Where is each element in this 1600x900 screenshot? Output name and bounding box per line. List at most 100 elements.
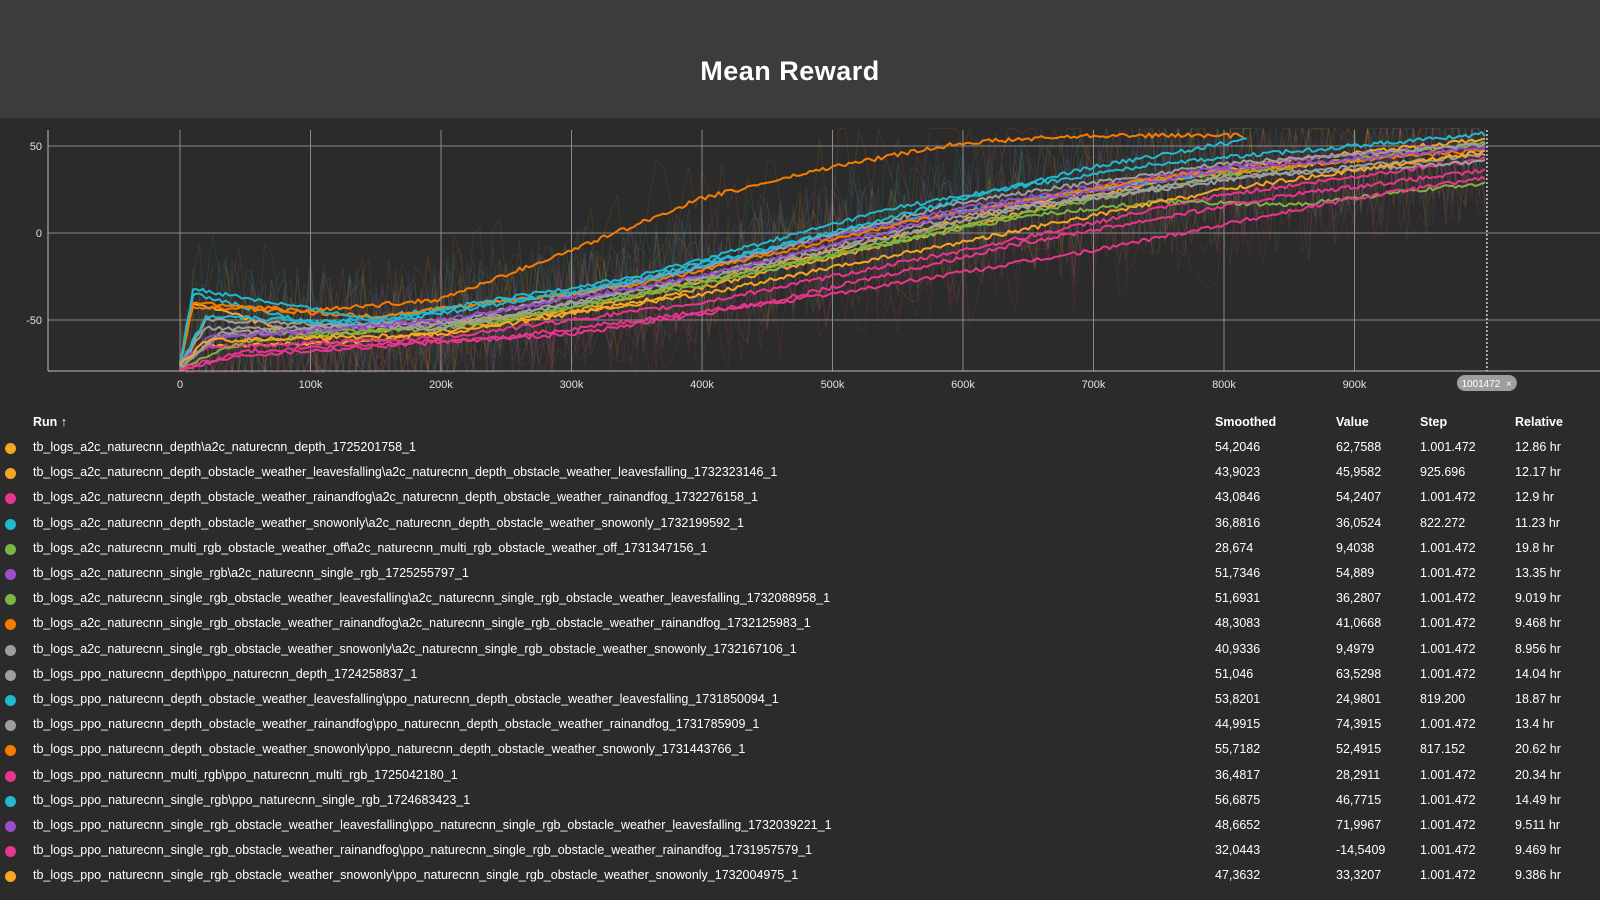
raw-value: 9,4038 xyxy=(1336,540,1375,555)
raw-value: 62,7588 xyxy=(1336,440,1382,454)
reward-line-chart[interactable]: 50 0 -50 0 100k 200k 300k 400k 500k 600k 700k 800k 9… xyxy=(0,118,1600,403)
table-row[interactable]: tb_logs_a2c_naturecnn_single_rgb_obstacl… xyxy=(0,588,1600,613)
header-bar: Mean Reward xyxy=(0,0,1600,118)
series-color-dot xyxy=(5,569,16,580)
table-row[interactable]: tb_logs_ppo_naturecnn_single_rgb\ppo_nat… xyxy=(0,790,1600,815)
step-value: 1.001.472 xyxy=(1420,490,1476,505)
raw-series-trace xyxy=(179,155,1486,373)
header-step[interactable]: Step xyxy=(1420,415,1448,429)
series-line-17[interactable] xyxy=(179,149,1486,366)
x-tick-label: 500k xyxy=(821,379,845,391)
run-name: tb_logs_ppo_naturecnn_depth\ppo_naturecn… xyxy=(33,666,418,681)
step-value: 1.001.472 xyxy=(1420,717,1476,732)
raw-series-trace xyxy=(179,126,1244,371)
raw-series-trace xyxy=(179,127,1486,373)
series-color-dot xyxy=(5,770,16,782)
cursor-badge[interactable] xyxy=(1456,375,1517,391)
relative-time: 12.86 hr xyxy=(1515,440,1561,454)
close-icon[interactable]: × xyxy=(1506,379,1512,390)
smoothed-value: 43,9023 xyxy=(1215,465,1261,480)
table-row[interactable]: tb_logs_a2c_naturecnn_depth_obstacle_wea… xyxy=(0,462,1600,487)
step-value: 1.001.472 xyxy=(1420,843,1476,858)
table-row[interactable]: tb_logs_ppo_naturecnn_single_rgb_obstacl… xyxy=(0,865,1600,890)
step-value: 1.001.472 xyxy=(1420,767,1476,782)
table-row[interactable]: tb_logs_a2c_naturecnn_depth\a2c_naturecn… xyxy=(0,437,1600,462)
step-cursor[interactable]: 1001472 × xyxy=(1456,130,1517,391)
step-value: 1.001.472 xyxy=(1420,792,1476,807)
step-value: 822.272 xyxy=(1420,515,1466,530)
table-row[interactable]: tb_logs_ppo_naturecnn_single_rgb_obstacl… xyxy=(0,840,1600,865)
raw-value: 41,0668 xyxy=(1336,616,1382,631)
table-row[interactable]: tb_logs_ppo_naturecnn_depth\ppo_naturecn… xyxy=(0,664,1600,689)
table-row[interactable]: tb_logs_ppo_naturecnn_multi_rgb\ppo_natu… xyxy=(0,765,1600,790)
run-name: tb_logs_ppo_naturecnn_multi_rgb\ppo_natu… xyxy=(33,767,458,782)
series-line-6[interactable] xyxy=(179,141,1486,370)
series-color-dot xyxy=(5,543,16,555)
header-value[interactable]: Value xyxy=(1336,415,1369,429)
smoothed-value: 56,6875 xyxy=(1215,792,1261,807)
raw-series-trace xyxy=(179,126,1486,375)
table-row[interactable]: tb_logs_a2c_naturecnn_single_rgb\a2c_nat… xyxy=(0,563,1600,588)
series-color-dot xyxy=(5,493,16,505)
step-value: 1.001.472 xyxy=(1420,641,1476,656)
table-row[interactable]: tb_logs_ppo_naturecnn_single_rgb_obstacl… xyxy=(0,815,1600,840)
table-row[interactable]: tb_logs_a2c_naturecnn_single_rgb_obstacl… xyxy=(0,613,1600,638)
table-row[interactable]: tb_logs_a2c_naturecnn_depth_obstacle_wea… xyxy=(0,487,1600,512)
series-color-dot xyxy=(5,695,16,706)
step-value: 1.001.472 xyxy=(1420,666,1476,681)
run-name: tb_logs_ppo_naturecnn_single_rgb_obstacl… xyxy=(33,868,799,883)
header-run[interactable]: Run ↑ xyxy=(33,415,68,429)
table-row[interactable]: tb_logs_a2c_naturecnn_multi_rgb_obstacle… xyxy=(0,538,1600,563)
series-color-dot xyxy=(5,468,16,480)
smoothed-value: 43,0846 xyxy=(1215,490,1261,505)
step-value: 1.001.472 xyxy=(1420,868,1476,883)
relative-time: 9.469 hr xyxy=(1515,843,1561,858)
step-value: 925.696 xyxy=(1420,465,1466,480)
step-value: 817.152 xyxy=(1420,742,1466,757)
x-tick-label: 400k xyxy=(690,379,714,391)
x-tick-label: 300k xyxy=(560,379,584,391)
series-line-16[interactable] xyxy=(179,175,1486,372)
relative-time: 12.17 hr xyxy=(1515,465,1561,480)
raw-value: 46,7715 xyxy=(1336,792,1382,807)
x-tick-label: 800k xyxy=(1212,379,1236,391)
header-relative[interactable]: Relative xyxy=(1515,415,1563,429)
table-row[interactable]: tb_logs_ppo_naturecnn_depth_obstacle_wea… xyxy=(0,689,1600,714)
header-smoothed[interactable]: Smoothed xyxy=(1215,415,1277,429)
series-line-15[interactable] xyxy=(179,146,1486,366)
smoothed-value: 47,3632 xyxy=(1215,868,1261,883)
run-name: tb_logs_ppo_naturecnn_single_rgb\ppo_nat… xyxy=(33,792,471,807)
series-color-dot xyxy=(5,594,16,606)
raw-value: 45,9582 xyxy=(1336,465,1382,480)
x-tick-label: 600k xyxy=(951,379,975,391)
series-line-11[interactable] xyxy=(179,152,1486,367)
run-name: tb_logs_a2c_naturecnn_depth_obstacle_wea… xyxy=(33,515,744,530)
series-color-dot xyxy=(5,644,16,656)
relative-time: 14.04 hr xyxy=(1515,666,1561,681)
smoothed-value: 51,6931 xyxy=(1215,591,1261,606)
table-row[interactable]: tb_logs_ppo_naturecnn_depth_obstacle_wea… xyxy=(0,739,1600,764)
smoothed-value: 54,2046 xyxy=(1215,440,1261,454)
table-row[interactable]: tb_logs_a2c_naturecnn_depth_obstacle_wea… xyxy=(0,513,1600,538)
step-value: 819.200 xyxy=(1420,692,1466,706)
axes: 50 0 -50 0 100k 200k 300k 400k 500k 600k 700k 800k 9… xyxy=(26,130,1600,391)
series-line-2[interactable] xyxy=(179,156,1486,365)
cursor-step-label: 1001472 xyxy=(1461,379,1500,390)
table-row[interactable]: tb_logs_ppo_naturecnn_depth_obstacle_wea… xyxy=(0,714,1600,739)
run-name: tb_logs_a2c_naturecnn_single_rgb_obstacl… xyxy=(33,641,797,656)
series-color-dot xyxy=(5,795,16,807)
series-line-14[interactable] xyxy=(179,131,1486,366)
series-line-12[interactable] xyxy=(179,132,1244,362)
relative-time: 8.956 hr xyxy=(1515,641,1561,656)
series-color-dot xyxy=(5,871,16,883)
raw-value: 63,5298 xyxy=(1336,666,1382,681)
step-value: 1.001.472 xyxy=(1420,440,1476,454)
smoothed-value: 51,046 xyxy=(1215,666,1254,681)
raw-series-trace xyxy=(179,127,1486,373)
table-row[interactable]: tb_logs_a2c_naturecnn_single_rgb_obstacl… xyxy=(0,639,1600,664)
relative-time: 13.35 hr xyxy=(1515,566,1561,580)
raw-value: 54,889 xyxy=(1336,566,1375,580)
series-line-13[interactable] xyxy=(179,168,1486,371)
series-line-10[interactable] xyxy=(179,137,1247,367)
chart-container: 50 0 -50 0 100k 200k 300k 400k 500k 600k 700k 800k 9… xyxy=(0,118,1600,403)
